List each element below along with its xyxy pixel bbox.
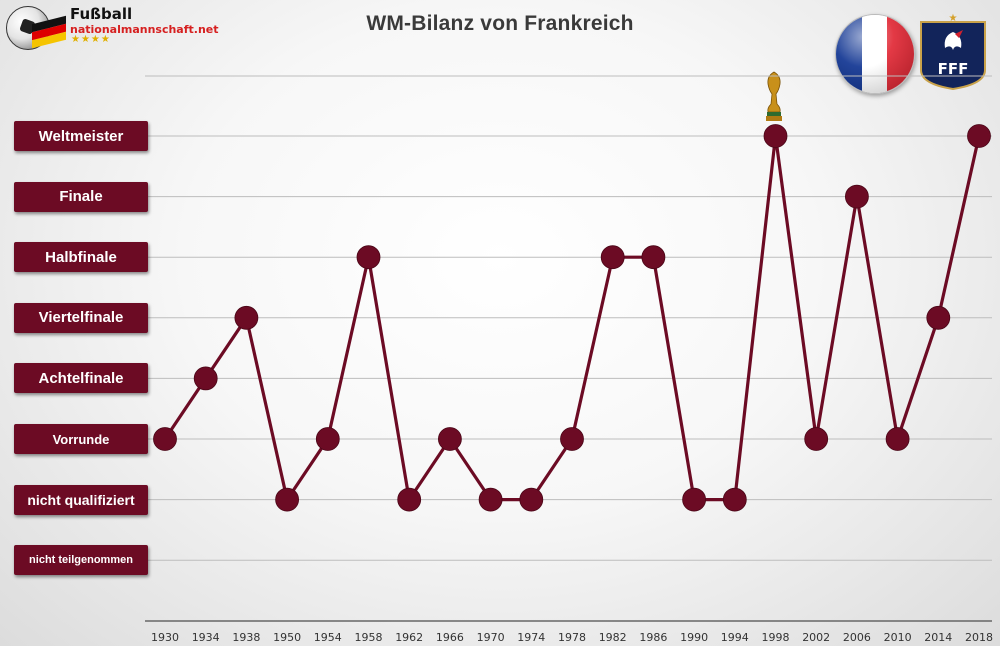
data-point-1934	[193, 366, 218, 391]
level-label: Achtelfinale	[14, 363, 148, 394]
logo-stars: ★★★★	[71, 34, 111, 45]
x-tick-label: 1950	[273, 631, 301, 644]
fff-star: ★	[949, 13, 958, 24]
data-point-1966	[437, 427, 462, 451]
x-tick-label: 1958	[355, 631, 383, 644]
x-tick-label: 2018	[965, 631, 993, 644]
x-tick-label: 1962	[395, 631, 423, 644]
x-tick-label: 1974	[517, 631, 545, 644]
data-point-1958	[356, 245, 381, 270]
data-point-1962	[397, 487, 422, 512]
world-cup-trophy-icon	[766, 71, 782, 121]
france-flag-icon	[835, 14, 915, 94]
data-point-1994	[722, 487, 747, 512]
data-point-1930	[153, 427, 177, 451]
fff-text: FFF	[938, 60, 969, 78]
data-point-1982	[600, 245, 625, 270]
data-point-2006	[845, 184, 869, 209]
logo-name: Fußball	[70, 5, 133, 23]
data-point-1974	[519, 487, 544, 512]
level-label: Vorrunde	[14, 424, 148, 454]
x-tick-label: 2010	[884, 631, 912, 644]
level-label: nicht qualifiziert	[14, 484, 148, 515]
x-tick-label: 1990	[680, 631, 708, 644]
data-point-2010	[885, 427, 910, 451]
data-point-1954	[315, 427, 340, 451]
x-tick-label: 2006	[843, 631, 871, 644]
data-point-2014	[926, 305, 951, 330]
chart-title: WM-Bilanz von Frankreich	[366, 12, 634, 35]
x-tick-label: 1982	[599, 631, 627, 644]
level-label: nicht teilgenommen	[14, 545, 148, 576]
logo-domain: nationalmannschaft.net	[70, 23, 219, 36]
x-tick-label: 1954	[314, 631, 342, 644]
data-point-1990	[682, 487, 706, 512]
data-point-1938	[234, 305, 259, 330]
x-tick-label: 2014	[924, 631, 952, 644]
level-label: Weltmeister	[14, 121, 148, 151]
level-label: Finale	[14, 181, 148, 212]
site-logo[interactable]: Fußball nationalmannschaft.net ★★★★	[4, 2, 219, 54]
x-tick-label: 1966	[436, 631, 464, 644]
data-point-1978	[560, 427, 584, 451]
x-tick-label: 2002	[802, 631, 830, 644]
level-label: Viertelfinale	[14, 302, 148, 333]
x-tick-label: 1938	[232, 631, 260, 644]
x-tick-label: 1986	[639, 631, 667, 644]
x-tick-label: 1994	[721, 631, 749, 644]
data-point-2002	[804, 427, 829, 451]
level-label: Halbfinale	[14, 242, 148, 273]
data-point-1986	[641, 245, 666, 270]
x-tick-label: 1978	[558, 631, 586, 644]
x-tick-label: 1930	[151, 631, 179, 644]
data-point-1970	[478, 487, 503, 512]
data-point-1998	[763, 124, 788, 148]
x-tick-label: 1970	[477, 631, 505, 644]
x-tick-label: 1998	[762, 631, 790, 644]
data-point-1950	[275, 487, 300, 512]
data-point-2018	[967, 124, 991, 148]
fff-crest-icon: ★ FFF	[920, 13, 986, 90]
x-tick-label: 1934	[192, 631, 220, 644]
